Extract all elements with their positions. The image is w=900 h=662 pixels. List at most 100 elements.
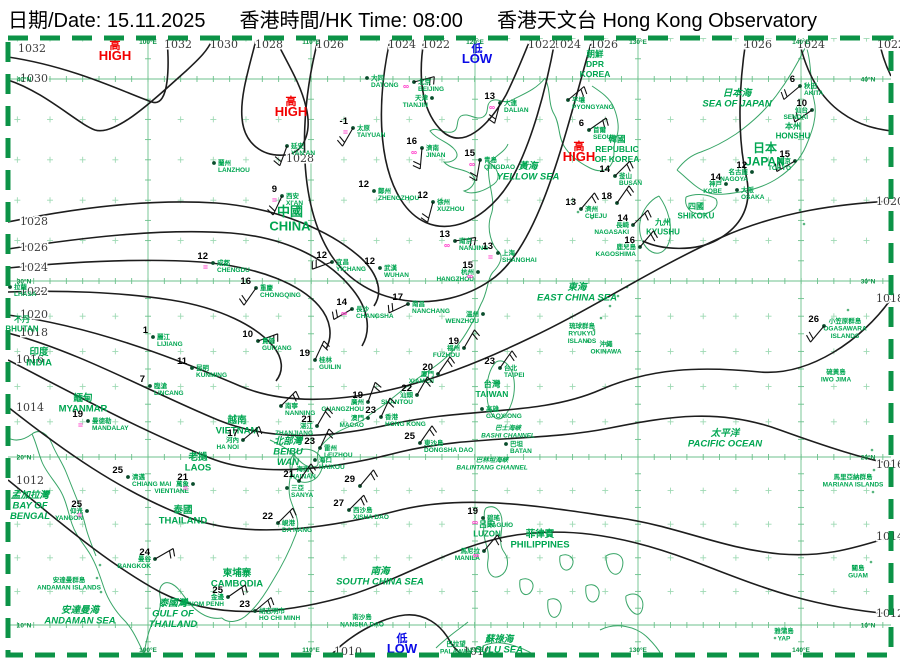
grid-plus-mark [79,313,86,320]
city-name-en: KUNMING [196,372,227,379]
pressure-centre-zh: 低 [396,631,408,645]
grid-plus-mark [700,156,707,163]
grid-plus-mark [504,588,511,595]
grid-plus-mark [79,116,86,123]
wind-barb [792,109,813,123]
grid-plus-mark [863,313,870,320]
grid-plus-mark [536,383,543,390]
grid-plus-mark [700,521,707,528]
station-temperature: 18 [601,191,612,202]
grid-plus-mark [112,554,119,561]
station-dot [480,407,484,411]
city-name-en: HAIKOU [319,464,345,471]
wind-barb [639,230,658,248]
grid-plus-mark [732,487,739,494]
grid-plus-mark [569,156,576,163]
station-dot [366,416,370,420]
grid-plus-mark [177,313,184,320]
isobar-1026 [303,39,593,303]
weather-symbol: = [343,127,348,137]
wind-barb [487,102,501,124]
country-label: CAMBODIA [211,579,263,590]
city-name-zh: 重慶 [260,283,274,292]
isobar-1022 [420,39,531,139]
station-temperature: 14 [617,213,628,224]
small-island [872,468,876,472]
latitude-label-left: 20°N [17,454,32,462]
city-name-en: CHONGQING [260,292,301,299]
grid-plus-mark [14,348,21,355]
country-label: 菲律賓 [526,528,555,540]
isobar-label: 1024 [20,261,48,274]
city-name-zh: 首爾 [593,125,607,134]
city-name-en: OSAKA [741,194,765,201]
station-temperature: 13 [565,197,576,208]
grid-plus-mark [112,313,119,320]
small-island [576,210,580,214]
city-name-en: LINCANG [154,390,184,397]
station-temperature: 19 [72,409,83,420]
grid-plus-mark [700,588,707,595]
wind-barb [632,209,652,226]
weather-symbol: = [203,262,208,272]
small-island [95,576,99,580]
island-label: YAP [778,636,791,643]
station-plot: 21 [283,463,317,483]
city-name-en: XISHA DAO [353,514,389,521]
country-label: JAPAN [745,155,785,169]
station-dot [126,475,130,479]
island-label: 沖繩 [600,339,614,348]
grid-plus-mark [210,487,217,494]
grid-plus-mark [700,237,707,244]
station-dot [190,366,194,370]
city-name-zh: 濟州 [585,204,598,213]
grid-plus-mark [47,588,54,595]
small-island [846,308,850,312]
grid-plus-mark [406,348,413,355]
station-temperature: 25 [404,431,415,442]
grid-plus-mark [340,383,347,390]
station-temperature: 27 [333,498,344,509]
grid-plus-mark [602,197,609,204]
chart-organisation: 香港天文台 Hong Kong Observatory [496,10,818,32]
pressure-centre-zh: 高 [110,38,121,52]
country-label: 柬埔寨 [222,567,252,579]
grid-plus-mark [406,554,413,561]
city-name-en: MACAO [339,422,364,429]
grid-plus-mark [830,418,837,425]
grid-plus-mark [504,237,511,244]
grid-plus-mark [112,197,119,204]
coastline [429,77,546,194]
grid-plus-mark [373,588,380,595]
isobar-1024 [380,39,556,228]
isobar-1026 [642,39,749,250]
city-name-en: SHANTOU [381,399,413,406]
country-label: KOREA [580,69,611,79]
city-name-en: LIJIANG [157,341,183,348]
grid-plus-mark [765,38,772,42]
grid-plus-mark [406,197,413,204]
country-label: DPR [586,59,604,69]
isobar-1010 [329,614,464,655]
island-label: 巴拉望 [446,639,466,648]
grid-plus-mark [275,383,282,390]
country-label: VIETNAM [216,426,259,437]
country-label: 越南 [226,414,247,426]
city-name-en: TAIPEI [504,372,525,379]
channel-label: 巴林坦海峽 [476,456,510,464]
city-name-zh: 秋田 [804,81,818,90]
grid-plus-mark [438,116,445,123]
grid-plus-mark [863,348,870,355]
